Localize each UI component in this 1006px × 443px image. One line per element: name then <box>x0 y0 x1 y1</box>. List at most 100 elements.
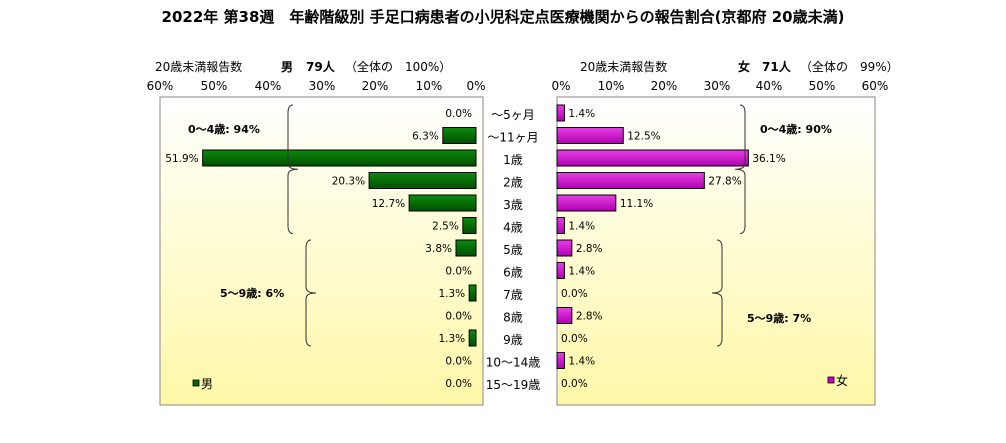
female-data-label: 11.1% <box>620 198 653 210</box>
right-tick-label: 10% <box>598 79 625 93</box>
left-group-label: 0～4歳: 94% <box>188 122 260 136</box>
female-bar <box>556 104 565 122</box>
age-group-brackets: 0～4歳: 94% 5～9歳: 6% 0～4歳: 90% 5～9歳: 7% <box>188 104 832 347</box>
female-data-label: 0.0% <box>561 378 588 390</box>
category-label: ～5ヶ月 <box>491 108 535 122</box>
legend-male-label: 男 <box>201 377 213 391</box>
left-group-label: 5～9歳: 6% <box>220 286 284 300</box>
male-data-label: 0.0% <box>445 378 472 390</box>
male-data-label: 2.5% <box>432 221 459 233</box>
left-tick-label: 60% <box>147 79 174 93</box>
female-data-label: 12.5% <box>627 131 660 143</box>
right-group-bracket <box>734 104 746 234</box>
right-tick-label: 0% <box>551 79 570 93</box>
female-data-label: 36.1% <box>752 153 785 165</box>
right-group-label: 5～9歳: 7% <box>747 311 811 325</box>
right-tick-label: 30% <box>704 79 731 93</box>
right-x-axis-ticks: 0% 10% 20% 30% 40% 50% 60% <box>551 79 888 93</box>
right-header-count: 71人 <box>762 59 792 74</box>
left-tick-label: 40% <box>255 79 282 93</box>
right-tick-label: 20% <box>651 79 678 93</box>
left-header-share: （全体の 100%） <box>345 59 451 74</box>
left-group-bracket <box>287 104 299 234</box>
left-plot-area <box>159 96 484 406</box>
right-header-sex: 女 <box>738 59 750 74</box>
left-header-label: 20歳未満報告数 <box>155 59 242 74</box>
category-label: 1歳 <box>503 153 523 167</box>
female-data-label: 1.4% <box>568 266 595 278</box>
female-bar <box>556 307 573 324</box>
female-data-label: 0.0% <box>561 333 588 345</box>
bars-layer: 0.0% 1.4% 6.3% 12.5% 51.9% 36.1% 20.3% 27.8% 12.… <box>165 104 786 390</box>
left-tick-label: 10% <box>416 79 443 93</box>
left-header-sex: 男 <box>281 60 293 74</box>
right-tick-label: 60% <box>862 79 889 93</box>
female-bar <box>556 127 624 144</box>
female-bar <box>556 172 705 189</box>
legend-male: 男 <box>192 377 213 391</box>
female-bar <box>556 352 565 369</box>
category-label: 5歳 <box>503 243 523 257</box>
category-label: 4歳 <box>503 221 523 235</box>
right-tick-label: 50% <box>809 79 836 93</box>
right-tick-label: 40% <box>756 79 783 93</box>
right-header-share: （全体の 99%） <box>800 59 899 74</box>
female-data-label: 2.8% <box>576 243 603 255</box>
male-data-label: 0.0% <box>445 356 472 368</box>
category-label: 8歳 <box>503 311 523 325</box>
female-bar <box>556 194 617 212</box>
male-data-label: 1.3% <box>438 288 465 300</box>
category-label: 7歳 <box>503 288 523 302</box>
female-data-label: 1.4% <box>568 356 595 368</box>
left-header-count: 79人 <box>306 59 336 74</box>
female-data-label: 0.0% <box>561 288 588 300</box>
female-bar <box>556 239 573 257</box>
left-tick-label: 50% <box>201 79 228 93</box>
category-label: 15～19歳 <box>486 378 541 392</box>
male-bar <box>442 127 477 144</box>
right-group-label: 0～4歳: 90% <box>760 122 832 136</box>
legend-female-swatch <box>827 376 835 384</box>
chart-title: 2022年 第38週 年齢階級別 手足口病患者の小児科定点医療機関からの報告割合… <box>162 8 845 26</box>
male-data-label: 6.3% <box>412 131 439 143</box>
male-data-label: 1.3% <box>438 333 465 345</box>
male-data-label: 0.0% <box>445 266 472 278</box>
female-data-label: 2.8% <box>576 311 603 323</box>
right-plot-area <box>556 96 876 406</box>
male-data-label: 0.0% <box>445 108 472 120</box>
male-bar <box>468 284 477 302</box>
male-data-label: 20.3% <box>332 176 365 188</box>
female-bar <box>556 262 565 279</box>
left-group-bracket <box>305 239 317 347</box>
male-bar <box>468 329 477 347</box>
left-tick-label: 0% <box>466 79 485 93</box>
female-data-label: 27.8% <box>708 176 741 188</box>
legend-female-label: 女 <box>836 373 848 388</box>
category-label: ～11ヶ月 <box>487 131 538 145</box>
female-data-label: 1.4% <box>568 108 595 120</box>
female-data-label: 1.4% <box>568 221 595 233</box>
male-data-label: 51.9% <box>165 153 198 165</box>
legend-female: 女 <box>827 373 848 388</box>
male-bar <box>462 217 477 234</box>
male-bar <box>408 194 477 212</box>
male-bar <box>202 149 477 167</box>
category-label: 2歳 <box>503 176 523 190</box>
right-header-label: 20歳未満報告数 <box>580 59 667 74</box>
male-bar <box>455 239 477 257</box>
male-bar <box>368 172 477 189</box>
male-data-label: 0.0% <box>445 311 472 323</box>
left-x-axis-ticks: 60% 50% 40% 30% 20% 10% 0% <box>147 79 486 93</box>
category-labels: ～5ヶ月 ～11ヶ月 1歳 2歳 3歳 4歳 5歳 6歳 7歳 8歳 9歳 10～14歳 15～19歳 <box>486 108 541 392</box>
male-data-label: 3.8% <box>425 243 452 255</box>
left-tick-label: 30% <box>309 79 336 93</box>
female-bar <box>556 149 749 167</box>
category-label: 10～14歳 <box>486 356 541 370</box>
male-data-label: 12.7% <box>372 198 405 210</box>
category-label: 3歳 <box>503 198 523 212</box>
female-bar <box>556 217 565 234</box>
category-label: 6歳 <box>503 266 523 280</box>
legend-male-swatch <box>192 379 200 387</box>
left-tick-label: 20% <box>362 79 389 93</box>
